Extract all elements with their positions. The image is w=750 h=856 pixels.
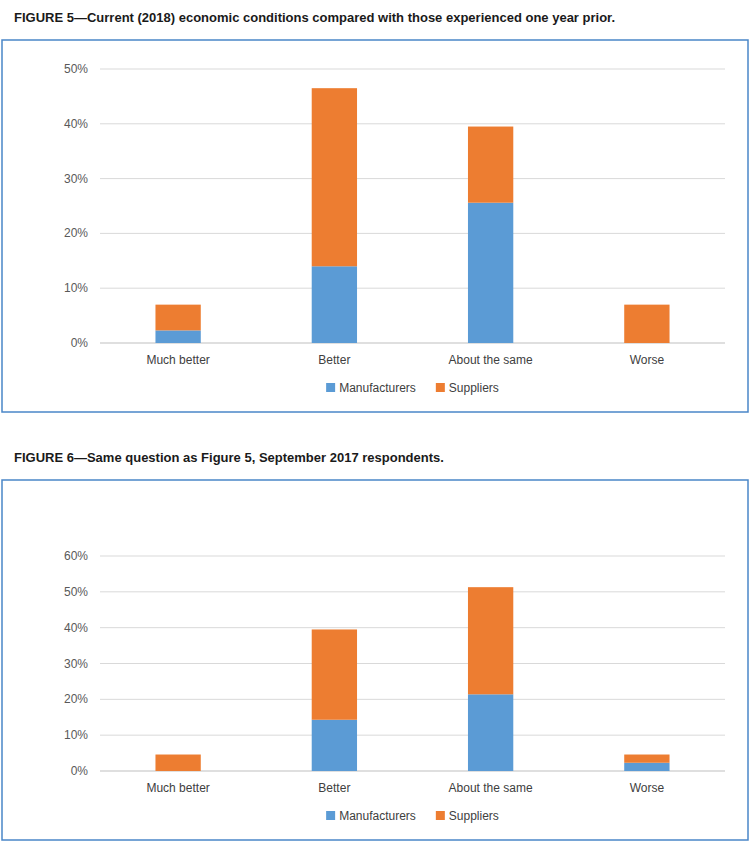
- category-label: Better: [318, 781, 350, 795]
- grid-line: [100, 627, 725, 628]
- bar: [624, 305, 669, 343]
- bar: [312, 266, 357, 343]
- tick-label: 40%: [64, 117, 88, 131]
- bar: [468, 587, 513, 694]
- bar: [312, 629, 357, 719]
- bar: [468, 694, 513, 771]
- bar: [155, 305, 200, 331]
- grid-line: [100, 178, 725, 179]
- grid-line: [100, 556, 725, 557]
- frame: [2, 40, 748, 412]
- bar: [624, 763, 669, 771]
- tick-label: 20%: [64, 692, 88, 706]
- bar: [155, 755, 200, 771]
- grid-line: [100, 591, 725, 592]
- tick-label: 60%: [64, 549, 88, 563]
- tick-label: 30%: [64, 172, 88, 186]
- legend-key: [326, 383, 335, 392]
- category-label: Worse: [630, 781, 665, 795]
- bar: [468, 203, 513, 343]
- tick-label: 10%: [64, 281, 88, 295]
- tick-label: 50%: [64, 62, 88, 76]
- grid-line: [100, 69, 725, 70]
- grid-line: [100, 233, 725, 234]
- grid-line: [100, 123, 725, 124]
- title: FIGURE 6—Same question as Figure 5, Sept…: [14, 450, 444, 465]
- title: FIGURE 5—Current (2018) economic conditi…: [14, 10, 615, 25]
- bar: [155, 330, 200, 343]
- tick-label: 30%: [64, 657, 88, 671]
- category-label: Worse: [630, 353, 665, 367]
- category-label: Much better: [146, 781, 209, 795]
- tick-label: 0%: [71, 764, 89, 778]
- legend: Manufacturers Suppliers: [326, 809, 499, 823]
- legend-key: [436, 811, 445, 820]
- legend-label: Suppliers: [449, 809, 499, 823]
- tick-label: 40%: [64, 621, 88, 635]
- legend-label: Manufacturers: [339, 381, 416, 395]
- bar: [624, 755, 669, 763]
- tick-label: 10%: [64, 728, 88, 742]
- category-label: Better: [318, 353, 350, 367]
- bars: [155, 88, 669, 343]
- bar: [312, 88, 357, 266]
- legend: Manufacturers Suppliers: [326, 381, 499, 395]
- legend-key: [436, 383, 445, 392]
- legend-label: Suppliers: [449, 381, 499, 395]
- tick-label: 0%: [71, 336, 89, 350]
- bars: [155, 587, 669, 771]
- chart: FIGURE 6—Same question as Figure 5, Sept…: [2, 450, 748, 840]
- legend-key: [326, 811, 335, 820]
- bar: [312, 720, 357, 771]
- page: FIGURE 5—Current (2018) economic conditi…: [0, 0, 750, 856]
- grid-line: [100, 735, 725, 736]
- chart: FIGURE 5—Current (2018) economic conditi…: [2, 10, 748, 412]
- grid-line: [100, 663, 725, 664]
- tick-label: 50%: [64, 585, 88, 599]
- legend-label: Manufacturers: [339, 809, 416, 823]
- category-label: Much better: [146, 353, 209, 367]
- category-label: About the same: [449, 353, 533, 367]
- grid-line: [100, 288, 725, 289]
- frame: [2, 480, 748, 840]
- tick-label: 20%: [64, 226, 88, 240]
- grid-line: [100, 699, 725, 700]
- bar: [468, 127, 513, 203]
- category-label: About the same: [449, 781, 533, 795]
